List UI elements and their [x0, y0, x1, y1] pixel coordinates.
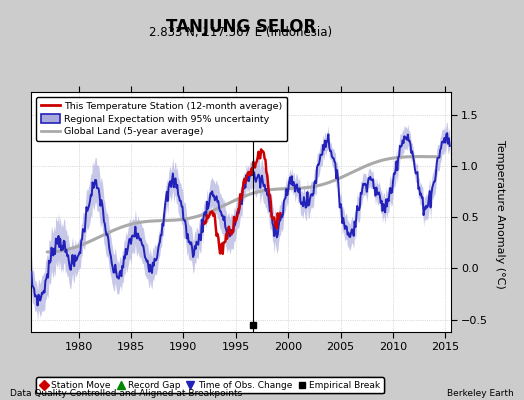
Legend: Station Move, Record Gap, Time of Obs. Change, Empirical Break: Station Move, Record Gap, Time of Obs. C… [36, 377, 384, 394]
Text: Berkeley Earth: Berkeley Earth [447, 389, 514, 398]
Text: Temperature Anomaly (°C): Temperature Anomaly (°C) [495, 140, 506, 288]
Text: 2.833 N, 117.367 E (Indonesia): 2.833 N, 117.367 E (Indonesia) [149, 26, 333, 39]
Text: TANJUNG SELOR: TANJUNG SELOR [166, 18, 316, 36]
Text: Data Quality Controlled and Aligned at Breakpoints: Data Quality Controlled and Aligned at B… [10, 389, 243, 398]
